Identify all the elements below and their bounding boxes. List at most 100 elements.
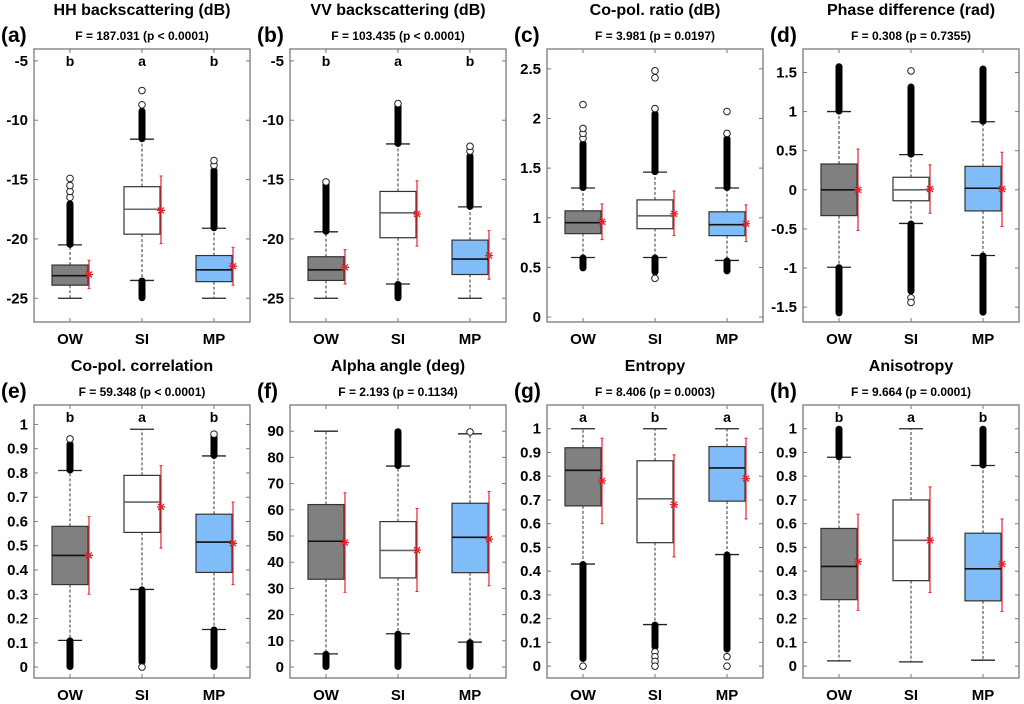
- panel-f: Alpha angle (deg) F = 2.193 (p = 0.1134) (…: [257, 358, 507, 704]
- outlier-point: [138, 663, 146, 671]
- mean-marker: [229, 262, 237, 271]
- outlier-cluster: [651, 110, 659, 176]
- y-tick-label: -15: [6, 172, 28, 189]
- box-MP: MP b: [195, 49, 237, 348]
- mean-marker-stroke: [413, 210, 421, 218]
- mean-marker-stroke: [854, 186, 862, 194]
- stat-text: F = 187.031 (p < 0.0001): [75, 29, 208, 43]
- mean-marker-stroke: [742, 475, 750, 483]
- y-tick-label: -10: [6, 112, 28, 129]
- outlier-point: [138, 86, 146, 95]
- panel-e: Co-pol. correlation F = 59.348 (p < 0.000…: [1, 358, 251, 704]
- y-tick-label: 0.5: [520, 539, 541, 556]
- mean-marker-stroke: [485, 252, 493, 259]
- y-tick-label: 0.6: [7, 513, 28, 530]
- y-tick-label: -0.5: [771, 221, 797, 238]
- panel-label: (f): [257, 380, 278, 403]
- box-OW: OW: [820, 49, 862, 348]
- y-tick-label: 1: [533, 210, 541, 227]
- group-letter: b: [66, 409, 75, 425]
- mean-marker-stroke: [157, 206, 165, 214]
- outlier-cluster: [466, 152, 474, 210]
- outlier-point: [210, 156, 218, 165]
- y-tick-label: 0.2: [520, 611, 541, 628]
- group-letter: a: [138, 409, 146, 425]
- outlier-cluster: [835, 63, 843, 115]
- outlier-cluster: [394, 281, 402, 302]
- y-tick-label: 0.7: [520, 492, 541, 509]
- outlier-cluster: [66, 440, 74, 474]
- mean-marker: [229, 539, 237, 548]
- outlier-cluster: [979, 65, 987, 125]
- x-tick-label: SI: [135, 687, 149, 704]
- outlier-point: [66, 435, 74, 443]
- y-tick-label: 0.5: [520, 259, 541, 276]
- y-tick-label: 0.3: [520, 587, 541, 604]
- group-letter: b: [835, 409, 844, 425]
- y-tick-label: 2.5: [520, 61, 541, 78]
- y-tick-label: 40: [267, 554, 284, 571]
- y-tick-label: -20: [262, 231, 284, 248]
- outlier-point: [651, 274, 659, 283]
- outlier-point: [651, 662, 659, 670]
- outlier-cluster: [138, 586, 146, 666]
- box-MP: MP: [451, 405, 493, 704]
- box-SI: SI a: [892, 405, 934, 704]
- x-tick-label: OW: [313, 331, 340, 348]
- outlier-cluster: [579, 561, 587, 663]
- y-tick-label: 2: [533, 110, 541, 127]
- panel-label: (c): [514, 24, 540, 47]
- x-tick-label: OW: [570, 687, 597, 704]
- outlier-point: [723, 652, 731, 661]
- mean-marker: [926, 185, 934, 194]
- x-tick-label: SI: [391, 331, 405, 348]
- panel-title: Alpha angle (deg): [331, 358, 465, 375]
- y-tick-label: 0.5: [776, 143, 797, 160]
- y-tick-label: -15: [262, 172, 284, 189]
- mean-marker-stroke: [413, 546, 421, 554]
- x-tick-label: SI: [904, 331, 918, 348]
- mean-marker: [485, 251, 493, 260]
- outlier-point: [651, 104, 659, 113]
- mean-marker-stroke: [341, 539, 349, 547]
- outlier-cluster: [723, 257, 731, 275]
- y-tick-label: 0.9: [520, 444, 541, 461]
- iqr-box: [123, 186, 161, 235]
- y-tick-label: 0: [533, 658, 541, 675]
- y-tick-label: 0.4: [776, 563, 798, 580]
- x-tick-label: MP: [459, 331, 482, 348]
- box-OW: OW a: [564, 405, 606, 704]
- outlier-cluster: [907, 83, 915, 158]
- iqr-box: [636, 460, 674, 544]
- outlier-cluster: [723, 551, 731, 653]
- y-tick-label: 70: [267, 476, 284, 493]
- group-letter: b: [466, 53, 475, 69]
- y-tick-label: 0.1: [520, 634, 541, 651]
- box-SI: SI a: [123, 405, 165, 704]
- outlier-cluster: [66, 637, 74, 671]
- x-tick-label: OW: [570, 331, 597, 348]
- outlier-cluster: [907, 220, 915, 295]
- x-tick-label: OW: [57, 687, 84, 704]
- x-tick-label: SI: [135, 331, 149, 348]
- panel-title: VV backscattering (dB): [310, 2, 485, 19]
- x-tick-label: SI: [391, 687, 405, 704]
- box-OW: OW b: [51, 49, 93, 348]
- iqr-box: [820, 527, 858, 601]
- iqr-box: [195, 513, 233, 574]
- x-tick-label: MP: [459, 687, 482, 704]
- mean-marker: [157, 206, 165, 215]
- y-tick-label: 0: [789, 182, 797, 199]
- mean-marker-stroke: [998, 185, 1006, 193]
- outlier-point: [322, 178, 330, 186]
- mean-marker: [413, 546, 421, 555]
- outlier-point: [466, 142, 474, 151]
- outlier-cluster: [979, 252, 987, 316]
- y-tick-label: -25: [262, 290, 284, 307]
- panel-label: (g): [514, 380, 541, 403]
- y-tick-label: 0.8: [520, 468, 541, 485]
- x-tick-label: OW: [826, 687, 853, 704]
- y-tick-label: 1.5: [520, 160, 541, 177]
- iqr-box: [564, 447, 602, 507]
- group-letter: b: [210, 53, 219, 69]
